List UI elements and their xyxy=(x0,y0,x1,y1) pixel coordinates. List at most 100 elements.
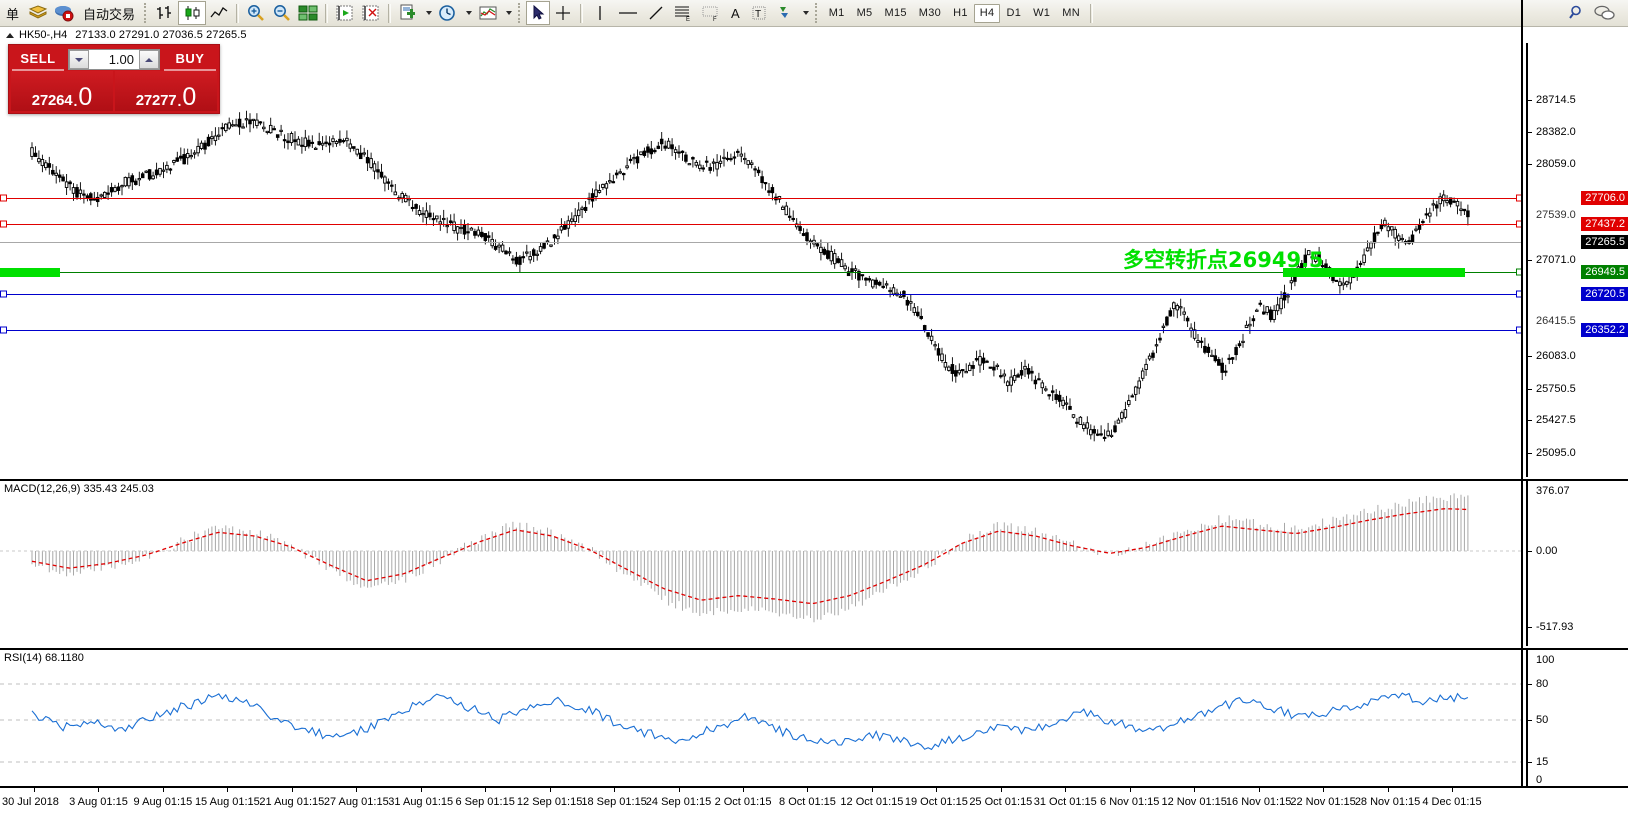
volume-increase-button[interactable] xyxy=(139,50,159,69)
autotrade-label[interactable]: 自动交易 xyxy=(83,6,136,22)
fibonacci-icon[interactable]: E xyxy=(669,1,697,25)
indicators-dropdown[interactable] xyxy=(501,1,515,25)
timeframe-m30[interactable]: M30 xyxy=(918,7,942,19)
rsi-scale[interactable]: 100 80 50 15 0 xyxy=(1527,650,1628,786)
new-chart-icon[interactable] xyxy=(395,1,421,25)
rsi-tick-label: 80 xyxy=(1536,678,1549,690)
toolbar-grip-2[interactable] xyxy=(518,3,523,23)
level-handle-support-upper[interactable] xyxy=(0,290,7,298)
period-clock-icon[interactable] xyxy=(435,1,461,25)
equidistant-channel-icon[interactable]: F xyxy=(697,1,725,25)
one-click-trading-panel[interactable]: SELL 1.00 BUY 27264 . 0 27277 . 0 xyxy=(8,44,220,114)
cursor-icon[interactable] xyxy=(526,1,551,25)
toolbar-grip-1[interactable] xyxy=(144,3,149,23)
pivot-highlight-band-right[interactable] xyxy=(1283,268,1465,277)
zoom-out-icon[interactable] xyxy=(269,1,295,25)
crosshair-icon[interactable] xyxy=(550,1,576,25)
level-line-support-lower[interactable] xyxy=(0,330,1523,331)
rsi-plot-area[interactable] xyxy=(0,650,1523,786)
tile-windows-icon[interactable] xyxy=(295,1,321,25)
price-tick-label: 25750.5 xyxy=(1536,382,1576,395)
time-axis-tick xyxy=(807,788,809,792)
pivot-annotation-text[interactable]: 多空转折点26949.5 xyxy=(1123,248,1324,272)
rsi-tick xyxy=(1527,684,1532,685)
time-axis-label: 6 Nov 01:15 xyxy=(1100,796,1160,808)
toolbar-separator-2 xyxy=(325,3,329,23)
time-axis-tick xyxy=(1129,788,1131,792)
price-tag-resistance-lower: 27437.2 xyxy=(1581,217,1628,231)
horizontal-line-icon[interactable] xyxy=(613,1,643,25)
timeframe-mn[interactable]: MN xyxy=(1062,7,1080,19)
time-axis-tick xyxy=(743,788,744,792)
volume-stepper[interactable]: 1.00 xyxy=(68,49,160,70)
price-chart-pane[interactable]: 28714.5 28382.0 28059.0 27071.0 26083.0 25750… xyxy=(0,43,1628,477)
rsi-pane[interactable]: RSI(14) 68.1180 100 80 50 15 0 xyxy=(0,648,1628,786)
level-line-support-upper[interactable] xyxy=(0,294,1523,295)
level-line-resistance-upper[interactable] xyxy=(0,198,1523,199)
chart-shift-icon[interactable] xyxy=(332,1,358,25)
pivot-highlight-band-left[interactable] xyxy=(0,268,60,277)
level-handle-support-lower[interactable] xyxy=(0,326,7,334)
level-handle-resistance-lower[interactable] xyxy=(0,220,7,228)
level-handle-resistance-upper[interactable] xyxy=(0,194,7,202)
macd-title: MACD(12,26,9) 335.43 245.03 xyxy=(4,483,154,495)
period-dropdown[interactable] xyxy=(461,1,475,25)
line-chart-icon[interactable] xyxy=(206,1,232,25)
macd-pane[interactable]: MACD(12,26,9) 335.43 245.03 376.07 0.00 -5… xyxy=(0,479,1628,646)
order-panel-top-row: SELL 1.00 BUY xyxy=(9,45,219,71)
trendline-icon[interactable] xyxy=(643,1,669,25)
timeframe-m5[interactable]: M5 xyxy=(856,7,873,19)
indicators-icon[interactable] xyxy=(475,1,501,25)
price-tick xyxy=(1527,163,1532,165)
time-axis-tick xyxy=(291,788,293,792)
timeframe-w1[interactable]: W1 xyxy=(1033,7,1051,19)
macd-tick-label: -517.93 xyxy=(1536,621,1574,633)
vertical-line-icon[interactable] xyxy=(587,1,613,25)
book-icon[interactable] xyxy=(25,1,51,25)
timeframe-m1[interactable]: M1 xyxy=(828,7,845,19)
candlestick-chart-icon[interactable] xyxy=(178,1,207,25)
volume-value[interactable]: 1.00 xyxy=(108,52,134,67)
shapes-dropdown[interactable] xyxy=(798,1,812,25)
timeframe-m15[interactable]: M15 xyxy=(884,7,907,19)
sell-button[interactable]: SELL xyxy=(12,49,64,71)
time-axis-tick xyxy=(98,788,100,792)
svg-text:T: T xyxy=(755,9,761,20)
timeframe-d1[interactable]: D1 xyxy=(1006,7,1022,19)
text-label-icon[interactable]: A xyxy=(731,5,740,21)
level-line-resistance-lower[interactable] xyxy=(0,224,1523,225)
collapse-triangle-icon[interactable] xyxy=(6,32,14,38)
buy-price-display[interactable]: 27277 . 0 xyxy=(115,71,217,111)
new-chart-dropdown[interactable] xyxy=(421,1,435,25)
autotrade-icon[interactable] xyxy=(51,1,77,25)
time-axis[interactable]: 30 Jul 2018 3 Aug 01:15 9 Aug 01:15 15 Aug … xyxy=(0,786,1628,825)
level-line-pivot[interactable] xyxy=(0,272,1523,273)
bar-chart-icon[interactable] xyxy=(152,1,178,25)
timeframe-h4[interactable]: H4 xyxy=(973,3,1001,23)
chat-icon[interactable] xyxy=(1590,1,1620,25)
price-tick-label: 28714.5 xyxy=(1536,93,1576,106)
macd-plot-area[interactable] xyxy=(0,481,1523,646)
time-axis-tick xyxy=(871,788,873,792)
text-box-icon[interactable]: T xyxy=(746,1,772,25)
rsi-axis-line xyxy=(1526,650,1528,786)
time-axis-tick xyxy=(227,788,229,792)
timeframe-h1[interactable]: H1 xyxy=(953,7,968,19)
price-tag-resistance-upper: 27706.0 xyxy=(1581,191,1628,205)
time-axis-tick xyxy=(1387,788,1389,792)
sell-price-display[interactable]: 27264 . 0 xyxy=(11,71,113,111)
time-axis-tick xyxy=(1323,788,1325,792)
toolbar-grip-3[interactable] xyxy=(814,3,820,23)
zoom-in-icon[interactable] xyxy=(243,1,269,25)
rsi-tick-label: 0 xyxy=(1536,774,1543,786)
price-plot-area[interactable] xyxy=(0,43,1523,477)
auto-scroll-icon[interactable] xyxy=(358,1,384,25)
volume-decrease-button[interactable] xyxy=(69,50,89,69)
price-scale[interactable]: 28714.5 28382.0 28059.0 27071.0 26083.0 25750… xyxy=(1527,43,1628,477)
search-icon[interactable] xyxy=(1564,1,1590,25)
buy-button[interactable]: BUY xyxy=(164,49,216,71)
time-axis-tick xyxy=(485,788,487,792)
shapes-icon[interactable] xyxy=(772,1,798,25)
macd-scale[interactable]: 376.07 0.00 -517.93 xyxy=(1527,481,1628,646)
price-tick-label: 25427.5 xyxy=(1536,414,1576,427)
